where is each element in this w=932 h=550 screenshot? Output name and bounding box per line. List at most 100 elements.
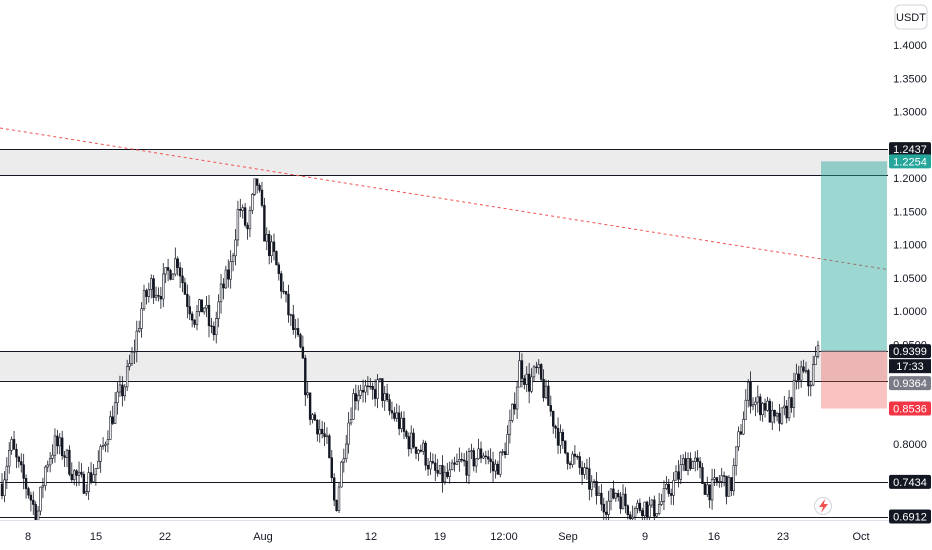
candle	[142, 284, 146, 311]
candle	[104, 441, 107, 453]
candle	[744, 389, 747, 420]
candle-body	[744, 399, 747, 420]
long-position-tool[interactable]	[821, 161, 887, 409]
candle	[710, 468, 714, 510]
candle-body	[328, 435, 331, 459]
candle-body	[467, 451, 471, 476]
candle	[15, 443, 18, 469]
candle	[24, 474, 28, 499]
candle-body	[239, 209, 242, 211]
candle-body	[532, 366, 536, 378]
candle	[80, 463, 83, 478]
candle-body	[544, 385, 548, 398]
candle	[785, 400, 788, 424]
candle	[354, 384, 358, 410]
candle-body	[169, 270, 172, 280]
candle-body	[795, 373, 798, 381]
candle-body	[713, 477, 716, 480]
candle	[178, 262, 182, 288]
candle-body	[672, 479, 675, 496]
candle	[462, 453, 466, 467]
price-badge-label: 1.2254	[893, 156, 927, 168]
price-tick-label: 0.8000	[893, 439, 927, 451]
candle-body	[506, 433, 509, 455]
candle	[549, 395, 553, 417]
candle-body	[720, 475, 723, 482]
candle	[595, 472, 598, 505]
candle	[554, 424, 557, 439]
candle-body	[352, 393, 355, 420]
candle-body	[323, 433, 326, 438]
candle	[566, 452, 569, 470]
candle	[799, 360, 803, 388]
candle-body	[484, 455, 488, 458]
candle	[552, 410, 555, 434]
candle-body	[535, 366, 538, 369]
candle-body	[679, 464, 682, 480]
candle	[419, 444, 423, 453]
candle	[101, 437, 105, 450]
candle	[133, 339, 136, 364]
lightning-icon[interactable]	[814, 497, 832, 515]
position-stop-zone[interactable]	[821, 351, 887, 409]
candle-body	[489, 458, 492, 463]
candle-body	[193, 319, 196, 325]
candle-body	[431, 461, 435, 464]
currency-label: USDT	[896, 12, 926, 24]
candle	[518, 351, 521, 388]
countdown-label: 17:33	[896, 361, 924, 373]
candle	[720, 467, 723, 488]
candle-body	[236, 209, 240, 241]
candle-body	[282, 290, 285, 293]
candle	[0, 473, 4, 500]
candle-body	[554, 425, 557, 429]
candle-body	[508, 420, 512, 435]
candle-body	[205, 304, 208, 309]
candle	[600, 484, 603, 511]
zone-0[interactable]	[0, 149, 888, 176]
candle-body	[68, 449, 71, 475]
candle	[614, 492, 618, 502]
candle	[795, 363, 798, 390]
candle	[138, 320, 141, 333]
time-tick-label: 8	[25, 531, 31, 543]
candle-body	[436, 470, 439, 474]
candle-body	[171, 273, 175, 280]
candle-body	[513, 403, 516, 410]
candle	[607, 490, 610, 526]
candle-body	[113, 402, 117, 424]
candle	[325, 427, 329, 445]
time-axis[interactable]: 8 15 22 Aug 12 19 12:00 Sep 9 16 23 Oct	[25, 531, 870, 543]
candle-body	[667, 484, 670, 494]
candle	[73, 469, 76, 486]
horizontal-levels	[0, 149, 888, 518]
candle-body	[799, 366, 803, 381]
candle	[111, 405, 114, 426]
candle	[479, 441, 483, 464]
candle	[193, 319, 196, 328]
currency-button[interactable]: USDT	[894, 4, 928, 30]
candle-body	[686, 458, 690, 471]
zone-1[interactable]	[0, 351, 888, 381]
candle-body	[231, 255, 235, 262]
candle	[677, 460, 680, 488]
candle	[443, 465, 447, 485]
candle	[604, 500, 608, 523]
price-axis[interactable]: 0.80000.95001.00001.05001.10001.15001.20…	[893, 40, 927, 451]
candle	[501, 448, 504, 456]
candle	[597, 485, 601, 496]
candle	[513, 392, 516, 415]
candle	[342, 448, 346, 473]
candle-body	[111, 416, 114, 424]
candle	[323, 422, 326, 447]
position-target-zone[interactable]	[821, 161, 887, 352]
candle	[571, 451, 574, 468]
candle-body	[46, 464, 49, 468]
candle	[583, 462, 586, 479]
candle	[588, 457, 591, 501]
candle-body	[477, 448, 480, 460]
candle	[150, 274, 153, 299]
candle-body	[602, 503, 605, 513]
